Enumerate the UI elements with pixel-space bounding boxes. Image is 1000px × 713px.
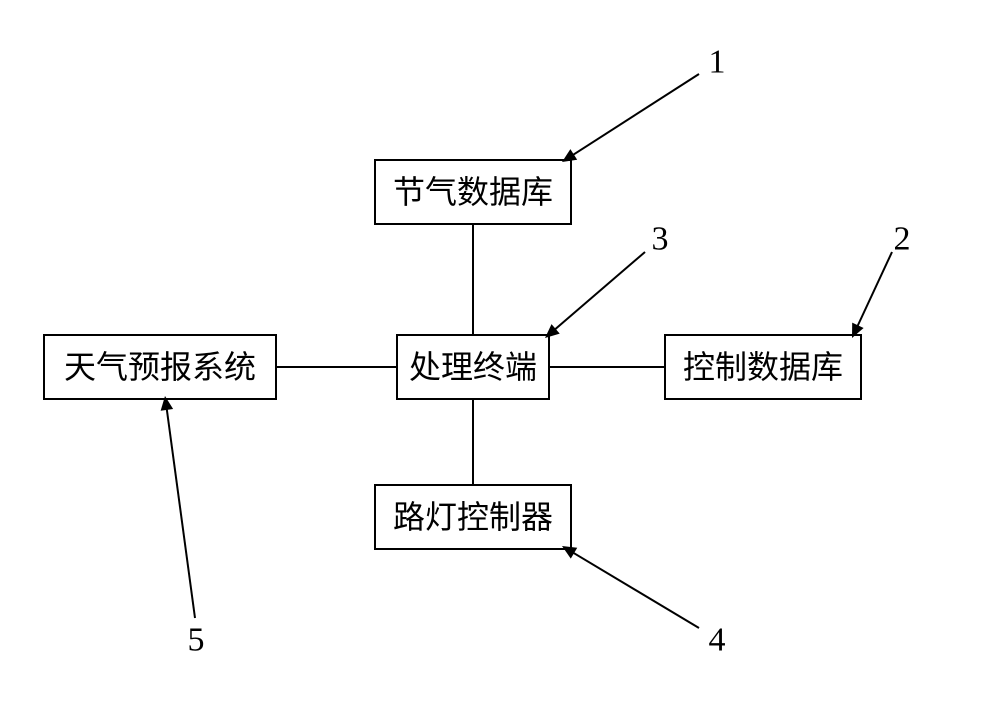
leader-4 <box>569 550 699 628</box>
diagram-svg: 节气数据库处理终端 控制数据库 天气预报系统路灯控制器 1 3 2 4 5 <box>0 0 1000 713</box>
callout-num-4: 4 <box>709 622 726 659</box>
arrowhead-4 <box>562 546 577 559</box>
leader-5 <box>166 404 195 618</box>
callout-num-3: 3 <box>652 221 669 258</box>
callout-num-2: 2 <box>894 221 911 258</box>
label-terminal: 处理终端 <box>409 349 537 385</box>
label-control_db: 控制数据库 <box>683 349 843 385</box>
callout-num-1: 1 <box>709 44 726 81</box>
label-street: 路灯控制器 <box>393 499 553 535</box>
callout-num-5: 5 <box>188 622 205 659</box>
leader-1 <box>569 74 699 157</box>
label-weather: 天气预报系统 <box>64 349 256 385</box>
leader-2 <box>856 252 892 330</box>
leader-3 <box>551 252 645 333</box>
arrowhead-1 <box>562 149 577 162</box>
label-solar_db: 节气数据库 <box>393 174 553 210</box>
